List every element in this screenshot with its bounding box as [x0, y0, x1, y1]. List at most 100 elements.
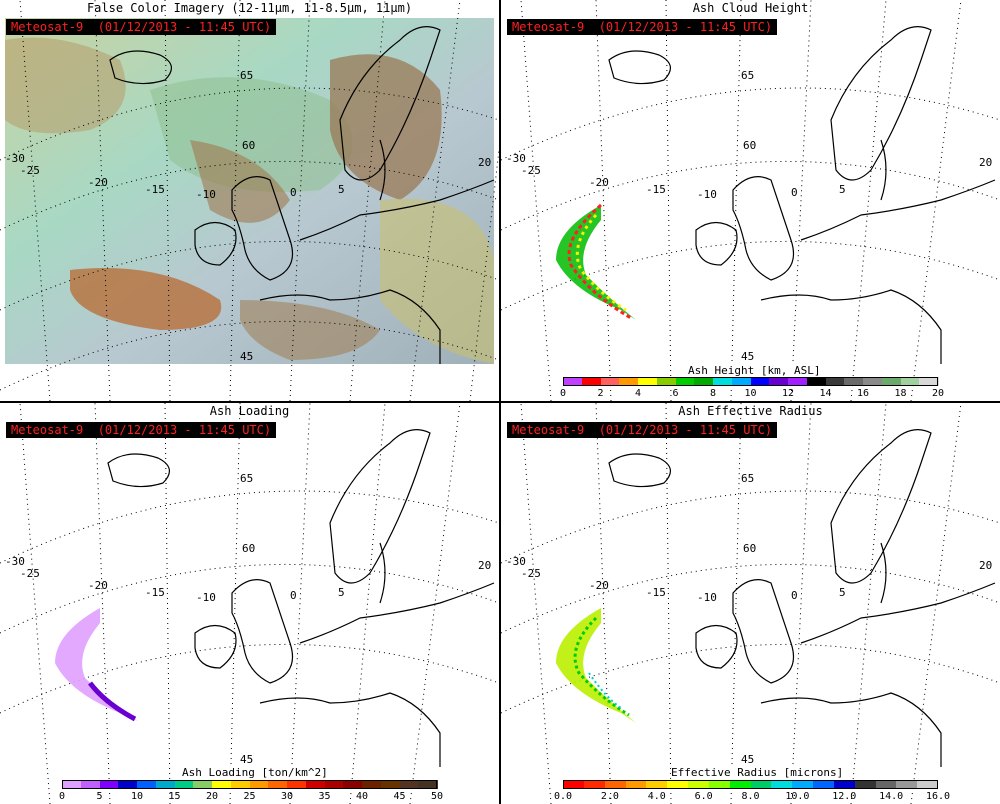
panel-title: Ash Cloud Height	[692, 1, 809, 15]
satellite-timestamp-tag: Meteosat-9 (01/12/2013 - 11:45 UTC)	[6, 422, 277, 438]
colorbar-swatch	[833, 780, 856, 789]
colorbar-swatch	[667, 780, 689, 789]
ash-radius-panel: 65 60 45 -30 -25 -20 -15 -10 0 5 20 Ash …	[501, 403, 1000, 804]
colorbar-swatch	[625, 780, 647, 789]
colorbar-outline	[563, 780, 938, 789]
lon-label: -10	[697, 188, 717, 201]
colorbar-swatch	[600, 377, 620, 386]
colorbar-swatch	[917, 780, 939, 789]
lat-label: 60	[743, 139, 756, 152]
lon-label: -20	[589, 176, 609, 189]
ash-radius-colorbar	[563, 780, 939, 789]
colorbar-tick-label: 35	[318, 791, 331, 802]
colorbar-tick-label: 8.0	[741, 791, 760, 802]
colorbar-swatch	[638, 377, 658, 386]
horizontal-divider	[0, 401, 1000, 403]
ash-height-colorbar	[563, 377, 939, 386]
colorbar-swatch	[362, 780, 382, 789]
colorbar-tick-label: 20	[205, 791, 219, 802]
lat-label: 45	[240, 753, 253, 766]
lon-label: -10	[697, 591, 717, 604]
lon-label: 0	[290, 186, 297, 199]
lat-label: 65	[240, 69, 253, 82]
lon-label: 20	[478, 156, 491, 169]
lon-label: 20	[979, 156, 992, 169]
coastlines	[107, 429, 495, 767]
colorbar-tick-label: 14	[819, 388, 832, 399]
colorbar-swatch	[399, 780, 419, 789]
colorbar-tick-label: 30	[280, 791, 294, 802]
satellite-timestamp-tag: Meteosat-9 (01/12/2013 - 11:45 UTC)	[6, 19, 277, 35]
colorbar-tick-label: 12.0	[832, 791, 857, 802]
colorbar-title: Ash Height [km, ASL]	[688, 364, 821, 377]
cloud-orange-west	[70, 268, 222, 330]
colorbar-swatch	[854, 780, 876, 789]
colorbar-swatch	[212, 780, 232, 789]
lat-label: 60	[242, 139, 255, 152]
colorbar-tick-label: 45	[393, 791, 406, 802]
colorbar-swatch	[806, 377, 826, 386]
colorbar-swatch	[750, 377, 770, 386]
land-france	[240, 300, 380, 360]
lon-label: -30	[5, 555, 25, 568]
colorbar-swatch	[919, 377, 939, 386]
colorbar-tick-label: 16	[856, 388, 870, 399]
colorbar-swatch	[656, 377, 676, 386]
colorbar-tick-label: 14.0	[879, 791, 904, 802]
lat-label: 65	[741, 69, 754, 82]
colorbar-swatch	[731, 377, 751, 386]
false-color-panel: 65 60 45 -30 -25 -20 -15 -10 0 5 20 Fals…	[0, 0, 499, 401]
colorbar-swatch	[646, 780, 668, 789]
panel-title: Ash Loading	[209, 404, 290, 418]
colorbar-swatch	[863, 377, 883, 386]
lon-label: -20	[88, 176, 108, 189]
graticule	[0, 0, 499, 401]
colorbar-tick-label: 0	[559, 388, 567, 399]
lat-label: 45	[741, 350, 754, 363]
colorbar-tick-label: 15	[168, 791, 181, 802]
land-scandinavia	[330, 54, 442, 201]
colorbar-ticks: 0 2 4 6 8 10 12 14 16 18 20	[559, 388, 944, 400]
colorbar-swatch	[750, 780, 772, 789]
colorbar-swatch	[137, 780, 157, 789]
lon-label: -30	[5, 152, 25, 165]
lon-label: 0	[290, 589, 297, 602]
land-europe	[380, 198, 494, 364]
lat-label: 60	[743, 542, 756, 555]
lon-label: 0	[791, 589, 798, 602]
colorbar-ticks: 0.0 2.0 4.0 6.0 8.0 10.0 12.0 14.0 16.0	[554, 791, 950, 803]
lon-label: -30	[506, 555, 526, 568]
colorbar-tick-label: 18	[894, 388, 907, 399]
colorbar-ticks: 0 5 10 15 20 25 30 35 40 45 50	[59, 791, 443, 803]
colorbar-outline	[563, 377, 938, 386]
lon-label: -25	[521, 164, 541, 177]
colorbar-tick-label: 0.0	[553, 791, 573, 802]
colorbar-swatch	[788, 377, 808, 386]
ash-loading-colorbar	[62, 780, 438, 789]
colorbar-swatch	[875, 780, 897, 789]
colorbar-tick-label: 10	[130, 791, 144, 802]
panel-title: Ash Effective Radius	[678, 404, 823, 418]
colorbar-swatch	[62, 780, 82, 789]
coastlines	[608, 26, 996, 364]
colorbar-swatch	[771, 780, 793, 789]
colorbar-swatch	[688, 780, 710, 789]
colorbar-swatch	[825, 377, 845, 386]
colorbar-tick-label: 2	[597, 388, 604, 399]
lon-label: -15	[646, 183, 666, 196]
lon-label: 5	[839, 586, 846, 599]
lon-label: 20	[478, 559, 491, 572]
ash-loading-panel: 65 60 45 -30 -25 -20 -15 -10 0 5 20 Ash …	[0, 403, 499, 804]
ash-height-map: 65 60 45 -30 -25 -20 -15 -10 0 5 20	[501, 0, 1000, 401]
lat-label: 65	[741, 472, 754, 485]
colorbar-swatch	[230, 780, 250, 789]
lon-label: -15	[145, 586, 165, 599]
colorbar-title: Ash Loading [ton/km^2]	[182, 766, 328, 779]
colorbar-swatch	[418, 780, 438, 789]
colorbar-swatch	[813, 780, 835, 789]
colorbar-swatch	[769, 377, 789, 386]
colorbar-swatch	[604, 780, 626, 789]
colorbar-tick-label: 10	[744, 388, 757, 399]
satellite-timestamp-tag: Meteosat-9 (01/12/2013 - 11:45 UTC)	[507, 422, 778, 438]
colorbar-swatch	[900, 377, 920, 386]
